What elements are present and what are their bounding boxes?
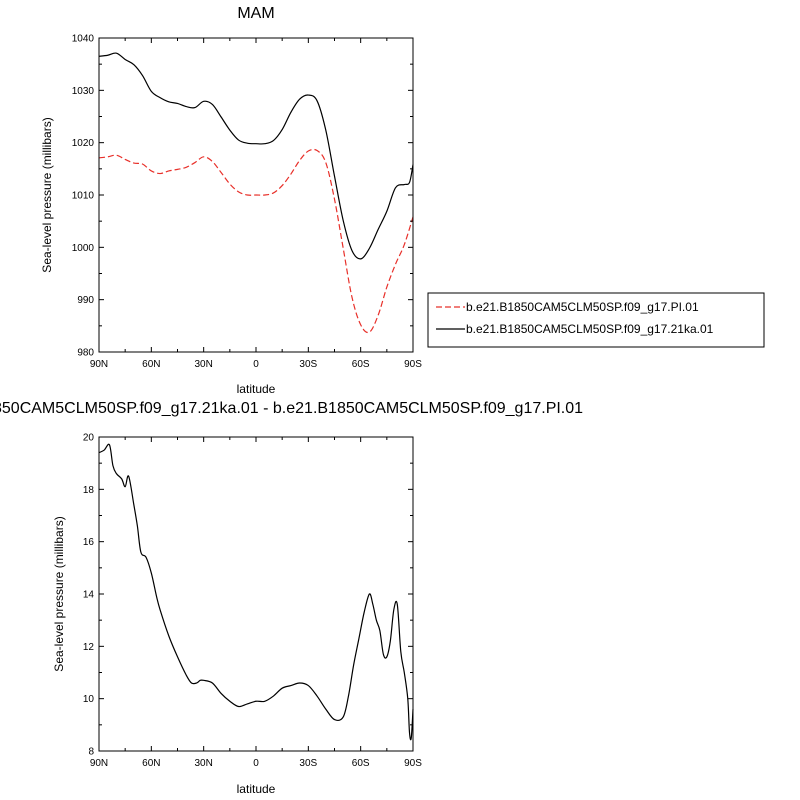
- panel-bottom-y-tick-label: 20: [83, 433, 95, 444]
- panel-top-series-line-1: [98, 52, 414, 260]
- panel-top-x-tick-label: 0: [253, 359, 259, 370]
- panel-top-y-tick-label: 1040: [72, 34, 95, 45]
- panel-bottom-plot-frame: [98, 436, 414, 752]
- panel-bottom-x-tick-label: 90S: [404, 758, 422, 769]
- panel-top-series-group: [98, 52, 414, 334]
- panel-bottom-y-tick-label: 16: [83, 537, 95, 548]
- panel-top-x-tick-label: 90N: [90, 359, 108, 370]
- legend-box: [427, 292, 765, 348]
- legend-label-21ka: b.e21.B1850CAM5CLM50SP.f09_g17.21ka.01: [466, 322, 714, 336]
- panel-bottom-x-tick-label: 30N: [194, 758, 212, 769]
- legend-label-pi: b.e21.B1850CAM5CLM50SP.f09_g17.PI.01: [466, 300, 699, 314]
- panel-top-y-axis-title: Sea-level pressure (millibars): [40, 117, 54, 272]
- panel-top-y-tick-label: 1020: [72, 138, 95, 149]
- panel-top-title: MAM: [237, 5, 274, 22]
- panel-top-x-tick-label: 60S: [352, 359, 370, 370]
- panel-top-x-tick-label: 30N: [194, 359, 212, 370]
- panel-bottom-series-group: [98, 443, 414, 741]
- panel-top-y-tick-label: 990: [77, 295, 94, 306]
- panel-bottom-x-tick-label: 60N: [142, 758, 160, 769]
- panel-bottom-y-tick-label: 18: [83, 485, 95, 496]
- panel-bottom-ticks: 90N 60N 30N 0 30S 60S 90S 8 10 12 14 16 18 20: [83, 433, 422, 770]
- panel-bottom-y-tick-label: 8: [88, 747, 94, 758]
- panel-top-y-tick-label: 1030: [72, 86, 95, 97]
- panel-bottom-x-tick-label: 60S: [352, 758, 370, 769]
- panel-top-x-tick-label: 60N: [142, 359, 160, 370]
- panel-bottom-x-tick-label: 30S: [299, 758, 317, 769]
- panel-bottom-y-tick-label: 12: [83, 642, 95, 653]
- panel-top-series-line-0: [98, 148, 414, 334]
- legend: b.e21.B1850CAM5CLM50SP.f09_g17.PI.01 b.e…: [427, 292, 765, 348]
- panel-top-ticks: 90N 60N 30N 0 30S 60S 90S 980 990 1000 1010 1020 103…: [72, 34, 422, 371]
- panel-bottom: b.e21.B1850CAM5CLM50SP.f09_g17.21ka.01 -…: [0, 400, 583, 796]
- panel-bottom-x-tick-label: 90N: [90, 758, 108, 769]
- panel-bottom-y-tick-label: 14: [83, 590, 95, 601]
- panel-top: MAM 90N 60N 30N 0 30S 60S 90S 980 990 1000 1010 102…: [40, 5, 765, 396]
- panel-top-x-tick-label: 30S: [299, 359, 317, 370]
- panel-top-x-tick-label: 90S: [404, 359, 422, 370]
- panel-bottom-y-axis-title: Sea-level pressure (millibars): [52, 516, 66, 671]
- panel-bottom-x-tick-label: 0: [253, 758, 259, 769]
- panel-bottom-x-axis-title: latitude: [237, 782, 276, 796]
- panel-top-y-tick-label: 1010: [72, 191, 95, 202]
- panel-bottom-y-tick-label: 10: [83, 694, 95, 705]
- panel-top-y-tick-label: 1000: [72, 243, 95, 254]
- panel-bottom-title: b.e21.B1850CAM5CLM50SP.f09_g17.21ka.01 -…: [0, 400, 583, 417]
- panel-top-y-tick-label: 980: [77, 348, 94, 359]
- panel-bottom-series-line-0: [98, 443, 414, 741]
- panel-top-x-axis-title: latitude: [237, 382, 276, 396]
